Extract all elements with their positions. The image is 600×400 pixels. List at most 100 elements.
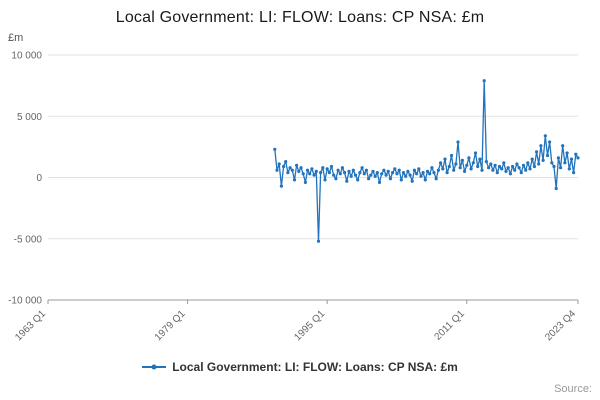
series-marker (532, 164, 537, 169)
series-marker (569, 157, 574, 161)
legend: Local Government: LI: FLOW: Loans: CP NS… (0, 360, 600, 374)
source-label: Source: (554, 383, 592, 395)
series-marker (458, 166, 462, 170)
series-marker (275, 168, 279, 172)
series-marker (487, 166, 491, 170)
series-marker (550, 161, 554, 165)
series-marker (377, 180, 382, 184)
series-marker (471, 161, 475, 165)
series-marker (445, 171, 449, 175)
series-marker (284, 160, 288, 164)
series-marker (574, 152, 578, 156)
series-marker (295, 163, 299, 167)
legend-item[interactable]: Local Government: LI: FLOW: Loans: CP NS… (142, 360, 458, 374)
series-marker (279, 184, 283, 188)
series-marker (397, 168, 401, 172)
series-marker (443, 157, 447, 161)
series-marker (419, 174, 423, 178)
series-marker (482, 79, 486, 83)
series-marker (476, 164, 480, 169)
series-marker (535, 150, 539, 154)
y-tick-label: 0 (36, 173, 42, 184)
series-marker (297, 169, 301, 173)
series-marker (467, 156, 471, 160)
series-marker (386, 169, 390, 173)
series-marker (497, 164, 502, 169)
series-marker (513, 168, 517, 172)
series-marker (391, 171, 395, 175)
series-marker (452, 168, 456, 172)
series-marker (401, 171, 406, 175)
series-marker (360, 166, 364, 170)
series-marker (347, 169, 351, 173)
series-marker (336, 168, 340, 172)
series-marker (343, 171, 347, 175)
series-marker (399, 178, 403, 182)
y-tick-label: -10 000 (8, 296, 42, 307)
series-marker (484, 160, 488, 164)
series-marker (277, 162, 281, 166)
series-marker (364, 168, 368, 172)
y-tick-label: 10 000 (11, 51, 42, 62)
series-marker (421, 171, 425, 175)
series-marker (312, 173, 316, 177)
series-marker (321, 166, 325, 170)
series-marker (404, 174, 408, 178)
series-marker (417, 167, 421, 171)
series-marker (301, 172, 305, 176)
series-marker (282, 164, 286, 169)
series-line (274, 80, 579, 242)
series-marker (565, 151, 569, 155)
series-marker (410, 179, 414, 183)
y-tick-label: -5 000 (14, 234, 43, 245)
series-marker (456, 140, 460, 144)
series-marker (369, 173, 373, 177)
series-marker (504, 169, 508, 173)
series-marker (351, 168, 355, 172)
series-marker (373, 174, 377, 178)
series-markers (273, 79, 580, 243)
series-marker (537, 162, 541, 166)
y-axis-unit-label: £m (8, 32, 24, 44)
series-marker (288, 166, 292, 170)
x-tick-label: 1995 Q1 (292, 308, 327, 343)
series-marker (425, 169, 430, 173)
x-tick-label: 1979 Q1 (153, 308, 188, 343)
chart-title: Local Government: LI: FLOW: Loans: CP NS… (115, 9, 485, 26)
series-marker (332, 173, 336, 177)
series-marker (388, 177, 392, 181)
series-marker (273, 147, 277, 151)
series-marker (563, 161, 567, 165)
series-marker (543, 134, 547, 138)
series-marker (552, 164, 556, 169)
series-marker (395, 172, 399, 176)
series-marker (502, 161, 506, 165)
series-marker (382, 168, 386, 172)
series-marker (393, 167, 397, 171)
series-marker (539, 144, 543, 148)
series-marker (286, 171, 290, 175)
series-marker (559, 166, 563, 170)
series-marker (434, 177, 438, 181)
series-marker (554, 186, 558, 191)
series-marker (415, 172, 419, 176)
series-marker (314, 169, 318, 173)
series-marker (439, 161, 443, 165)
series-marker (526, 161, 530, 165)
series-marker (473, 151, 478, 155)
series-marker (510, 164, 515, 169)
legend-label: Local Government: LI: FLOW: Loans: CP NS… (172, 360, 458, 374)
series-marker (495, 171, 499, 175)
series-marker (572, 171, 576, 175)
series-marker (478, 157, 482, 161)
series-marker (469, 167, 473, 171)
series-marker (299, 166, 303, 170)
series-marker (530, 157, 534, 161)
series-marker (460, 158, 464, 162)
series-marker (371, 169, 375, 173)
x-tick-label: 1963 Q1 (13, 308, 48, 343)
series-marker (430, 166, 434, 170)
series-marker (441, 167, 445, 171)
series-marker (548, 140, 552, 144)
